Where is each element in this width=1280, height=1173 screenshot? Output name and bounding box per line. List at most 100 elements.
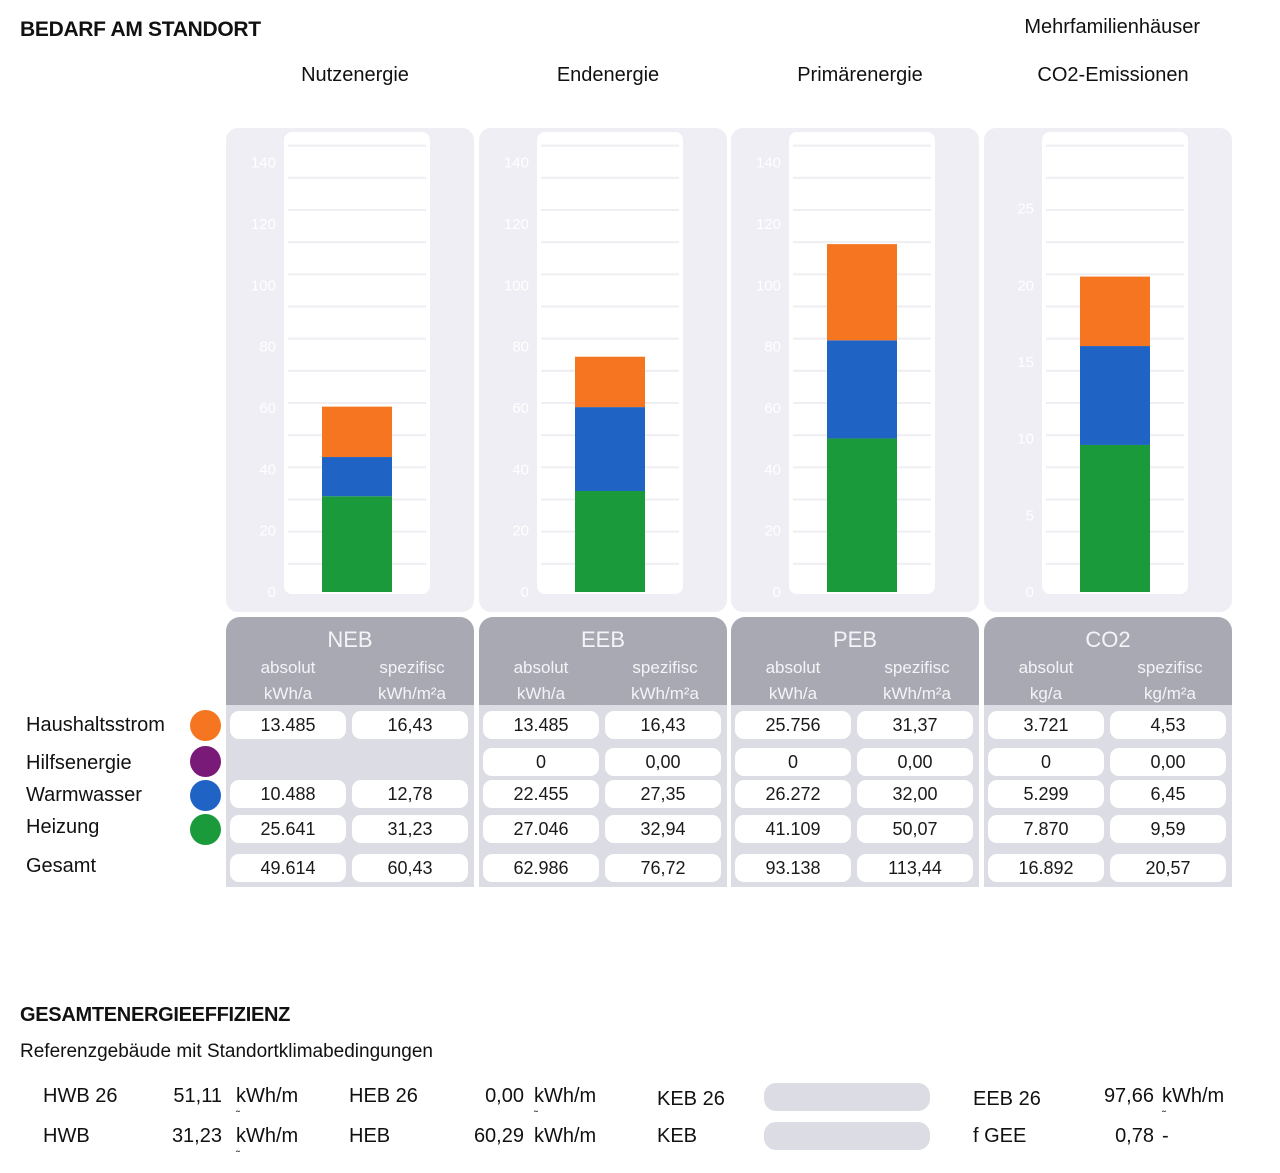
bar-segment-haushaltsstrom (575, 356, 645, 408)
group-code: EEB (580, 627, 626, 652)
bar-segment-warmwasser (322, 457, 392, 497)
y-tick-label: 80 (259, 339, 276, 356)
chart-panel-endenergie: 0 20 40 60 80 100 120 140 (479, 128, 727, 612)
chart-primaerenergie: 0 20 40 60 80 100 120 140 (756, 132, 935, 601)
table-cell-gesamt-spezifisch: 60,43 (352, 854, 468, 882)
grid-line (288, 241, 426, 244)
bar-segment-haushaltsstrom (827, 244, 897, 341)
bar-segment-heizung (575, 490, 645, 592)
table-cell-haushaltsstrom-absolut: 13.485 (230, 711, 346, 739)
table-cell-gesamt-spezifisch: 20,57 (1110, 854, 1226, 882)
y-tick-label: 5 (1026, 507, 1034, 524)
indicator-label-heb: HEB (349, 1125, 391, 1147)
y-tick-label: 120 (504, 216, 529, 233)
grid-line (1046, 273, 1184, 276)
grid-line (1046, 144, 1184, 147)
indicator-unit-heb: kWh/m (534, 1125, 597, 1147)
table-cell-haushaltsstrom-absolut: 25.756 (735, 711, 851, 739)
grid-line (1046, 241, 1184, 244)
col-unit: kWh/m²a (883, 684, 951, 703)
table-cell-gesamt-absolut: 16.892 (988, 854, 1104, 882)
y-tick-label: 25 (1017, 201, 1034, 218)
y-tick-label: 20 (259, 523, 276, 540)
table-cell-gesamt-absolut: 62.986 (483, 854, 599, 882)
table-cell-warmwasser-absolut: 26.272 (735, 780, 851, 808)
indicator-value-hwb: 31,23 (171, 1125, 222, 1147)
col-unit: kWh/m²a (631, 684, 699, 703)
y-tick-label: 120 (251, 216, 276, 233)
y-tick-label: 40 (512, 461, 529, 478)
row-label-hilfsenergie: Hilfsenergie (26, 752, 132, 774)
y-tick-label: 60 (512, 400, 529, 417)
table-cell-heizung-spezifisch: 50,07 (857, 815, 973, 843)
grid-line (288, 273, 426, 276)
grid-line (541, 241, 679, 244)
y-tick-label: 80 (764, 339, 781, 356)
table-cell-warmwasser-spezifisch: 27,35 (605, 780, 721, 808)
indicator-value-keb26-empty (764, 1083, 930, 1111)
chart-panel-primaerenergie: 0 20 40 60 80 100 120 140 (731, 128, 979, 612)
col-label: absolut (1018, 658, 1074, 677)
grid-line (793, 208, 931, 211)
table-cell-heizung-spezifisch: 31,23 (352, 815, 468, 843)
y-tick-label: 20 (1017, 277, 1034, 294)
col-unit: kWh/a (768, 684, 818, 703)
table-body-eeb: 13.485 16,43 0 0,00 22.455 27,35 27.046 32,94 62… (479, 705, 727, 887)
grid-line (288, 401, 426, 404)
efficiency-subtitle: Referenzgebäude mit Standortklimabedingu… (20, 1041, 433, 1062)
grid-line (1046, 176, 1184, 179)
table-head-eeb: EEB absolut kWh/a spezifisc kWh/m²a (479, 617, 727, 707)
y-tick-label: 15 (1017, 354, 1034, 371)
table-head-neb: NEB absolut kWh/a spezifisc kWh/m²a (226, 617, 474, 707)
indicator-unit-heb26: kWh/m (534, 1085, 597, 1107)
col-label: spezifisc (884, 658, 950, 677)
y-tick-label: 60 (259, 400, 276, 417)
indicator-unit-hwb26: kWh/m (236, 1085, 299, 1107)
y-tick-label: 40 (764, 461, 781, 478)
table-cell-hilfsenergie-absolut: 0 (483, 748, 599, 776)
grid-line (288, 369, 426, 372)
bar-segment-haushaltsstrom (322, 406, 392, 458)
table-cell-warmwasser-spezifisch: 6,45 (1110, 780, 1226, 808)
y-tick-label: 120 (756, 216, 781, 233)
table-cell-hilfsenergie-spezifisch: 0,00 (605, 748, 721, 776)
indicator-label-keb26: KEB 26 (657, 1088, 725, 1110)
table-cell-gesamt-spezifisch: 76,72 (605, 854, 721, 882)
table-cell-warmwasser-spezifisch: 12,78 (352, 780, 468, 808)
group-code: CO2 (1085, 627, 1131, 652)
indicator-label-hwb26: HWB 26 (43, 1085, 118, 1107)
table-cell-haushaltsstrom-spezifisch: 16,43 (605, 711, 721, 739)
indicator-label-fgee: f GEE (973, 1125, 1027, 1147)
indicator-unit-fgee: - (1162, 1125, 1169, 1147)
table-body-peb: 25.756 31,37 0 0,00 26.272 32,00 41.109 50,07 93… (731, 705, 979, 887)
col-label: absolut (513, 658, 569, 677)
indicator-label-hwb: HWB (43, 1125, 90, 1147)
table-cell-heizung-absolut: 27.046 (483, 815, 599, 843)
y-tick-label: 0 (268, 584, 276, 601)
group-code: PEB (832, 627, 878, 652)
chart-nutzenergie: 0 20 40 60 80 100 120 140 (251, 132, 430, 601)
table-cell-gesamt-spezifisch: 113,44 (857, 854, 973, 882)
table-cell-heizung-spezifisch: 9,59 (1110, 815, 1226, 843)
superscript-mark: ˜ (1162, 1108, 1166, 1122)
chart-title-endenergie: Endenergie (556, 64, 660, 86)
page-title: BEDARF AM STANDORT (20, 18, 261, 41)
bar-segment-warmwasser (1080, 346, 1150, 445)
table-cell-hilfsenergie-absolut: 0 (988, 748, 1104, 776)
efficiency-title: GESAMTENERGIEEFFIZIENZ (20, 1004, 291, 1026)
table-cell-hilfsenergie-spezifisch: 0,00 (1110, 748, 1226, 776)
y-tick-label: 80 (512, 339, 529, 356)
grid-line (288, 208, 426, 211)
row-label-heizung: Heizung (26, 816, 100, 838)
grid-line (541, 305, 679, 308)
col-unit: kg/m²a (1144, 684, 1196, 703)
table-cell-warmwasser-absolut: 10.488 (230, 780, 346, 808)
chart-title-nutzenergie: Nutzenergie (301, 64, 409, 86)
table-cell-haushaltsstrom-spezifisch: 31,37 (857, 711, 973, 739)
legend-dot-haushaltsstrom (190, 710, 221, 741)
table-cell-warmwasser-spezifisch: 32,00 (857, 780, 973, 808)
y-tick-label: 100 (251, 277, 276, 294)
y-tick-label: 100 (504, 277, 529, 294)
grid-line (793, 241, 931, 244)
y-tick-label: 20 (764, 523, 781, 540)
